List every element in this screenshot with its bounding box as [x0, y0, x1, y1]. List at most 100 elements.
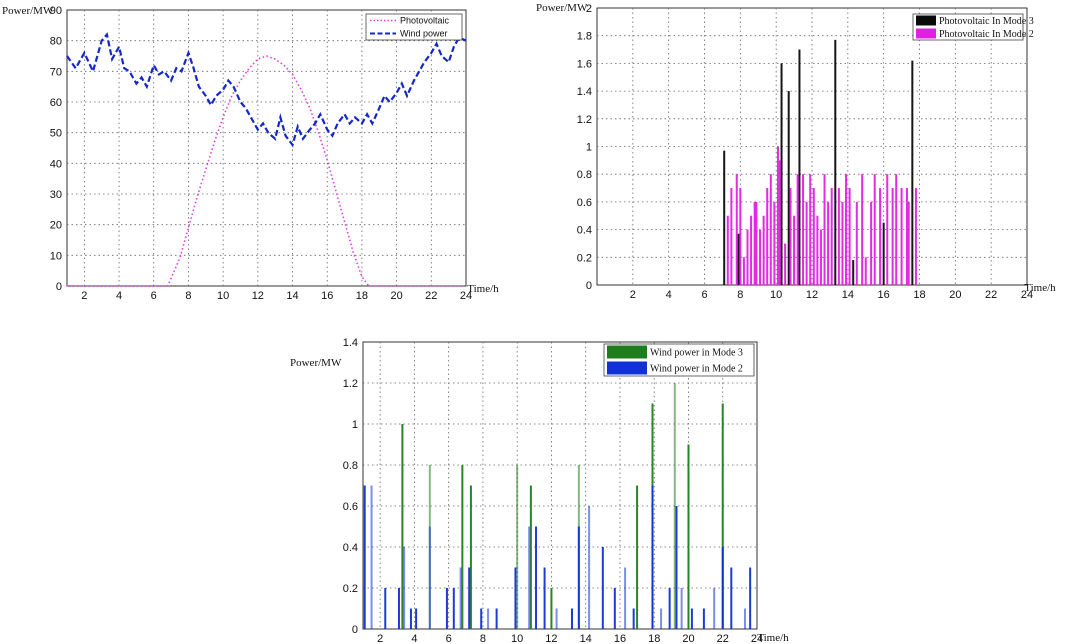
bar	[680, 588, 683, 629]
bar	[737, 233, 740, 285]
x-tick-label: 4	[666, 289, 672, 301]
bar	[848, 188, 851, 285]
bar	[739, 188, 742, 285]
y-tick-label: 1.2	[577, 114, 592, 126]
x-tick-label: 6	[151, 290, 157, 302]
plot-area	[66, 9, 467, 287]
bar	[514, 567, 517, 629]
y-tick-label: 0	[352, 624, 358, 636]
y-tick-label: 0.6	[577, 197, 592, 209]
bar	[403, 547, 406, 629]
bar	[762, 215, 765, 285]
y-tick-label: 30	[50, 189, 62, 201]
bar	[891, 188, 894, 285]
bar	[690, 608, 693, 629]
y-tick-label: 0	[586, 280, 592, 292]
x-tick-label: 22	[425, 290, 437, 302]
bar	[636, 485, 639, 629]
y-tick-label: 0.8	[343, 460, 358, 472]
x-tick-label: 10	[511, 633, 523, 644]
y-tick-label: 1.4	[577, 86, 592, 98]
bar	[735, 174, 738, 285]
bar	[819, 229, 822, 285]
y-tick-label: 1.8	[577, 31, 592, 43]
legend-label: Photovoltaic	[400, 16, 450, 26]
x-tick-label: 6	[701, 289, 707, 301]
bar	[834, 39, 837, 286]
bar	[529, 485, 532, 629]
bar	[668, 588, 671, 629]
bar	[469, 485, 472, 629]
y-tick-label: 1	[586, 142, 592, 154]
y-tick-label: 10	[50, 250, 62, 262]
bar	[837, 188, 840, 285]
bar	[397, 588, 400, 629]
bar	[468, 567, 471, 629]
bar	[535, 526, 538, 629]
bar	[730, 188, 733, 285]
bar	[730, 567, 733, 629]
y-tick-label: 40	[50, 158, 62, 170]
bar	[632, 608, 635, 629]
bar	[895, 174, 898, 285]
x-tick-label: 20	[949, 289, 961, 301]
bar	[861, 174, 864, 285]
bar	[755, 201, 758, 285]
bar	[750, 215, 753, 285]
legend: Photovoltaic In Mode 3 Photovoltaic In Mo…	[912, 13, 1034, 41]
x-tick-label: 16	[878, 289, 890, 301]
bar	[660, 608, 663, 629]
bar	[805, 201, 808, 285]
bar	[793, 215, 796, 285]
bar	[886, 174, 889, 285]
bar	[809, 174, 812, 285]
x-tick-label: 20	[390, 290, 402, 302]
bar	[864, 257, 867, 285]
bar	[905, 188, 908, 285]
bar	[363, 485, 366, 629]
y-tick-label: 1	[352, 419, 358, 431]
bar	[726, 215, 729, 285]
bar	[480, 608, 483, 629]
chart-1: 2 4 6 8 10 12 14 16 18 20 22 240102030405060708090P…	[2, 5, 499, 302]
y-tick-label: 1.2	[343, 378, 358, 390]
bar	[370, 485, 373, 629]
bar	[744, 608, 747, 629]
bar	[879, 188, 882, 285]
x-tick-label: 2	[81, 290, 87, 302]
legend-label: Wind power in Mode 2	[650, 364, 743, 375]
bar	[721, 403, 724, 629]
y-tick-label: 0.8	[577, 169, 592, 181]
legend-label: Photovoltaic In Mode 3	[939, 16, 1034, 27]
x-axis-label: Time/h	[757, 632, 789, 644]
legend-swatch	[916, 28, 936, 39]
x-tick-label: 10	[217, 290, 229, 302]
bar	[789, 188, 792, 285]
x-tick-label: 12	[806, 289, 818, 301]
y-tick-label: 1.6	[577, 58, 592, 70]
bar	[827, 201, 830, 285]
x-tick-label: 4	[411, 633, 417, 644]
bar	[516, 465, 519, 629]
x-tick-label: 24	[1021, 289, 1033, 301]
bar	[428, 526, 431, 629]
bar	[911, 60, 914, 285]
bar	[753, 201, 756, 285]
x-tick-label: 18	[356, 290, 368, 302]
bar	[845, 174, 848, 285]
bar	[651, 485, 654, 629]
legend-box	[365, 13, 463, 41]
bar	[776, 146, 779, 285]
legend: Wind power in Mode 3 Wind power in Mode 2	[603, 343, 755, 377]
bar	[409, 608, 412, 629]
x-tick-label: 8	[480, 633, 486, 644]
y-tick-label: 20	[50, 220, 62, 232]
legend-swatch	[916, 15, 936, 26]
x-tick-label: 22	[985, 289, 997, 301]
bar	[613, 588, 616, 629]
bar	[914, 188, 917, 285]
x-tick-label: 12	[545, 633, 557, 644]
x-axis-label: Time/h	[1024, 282, 1056, 294]
bar	[780, 63, 783, 286]
series-line-1	[67, 55, 466, 287]
